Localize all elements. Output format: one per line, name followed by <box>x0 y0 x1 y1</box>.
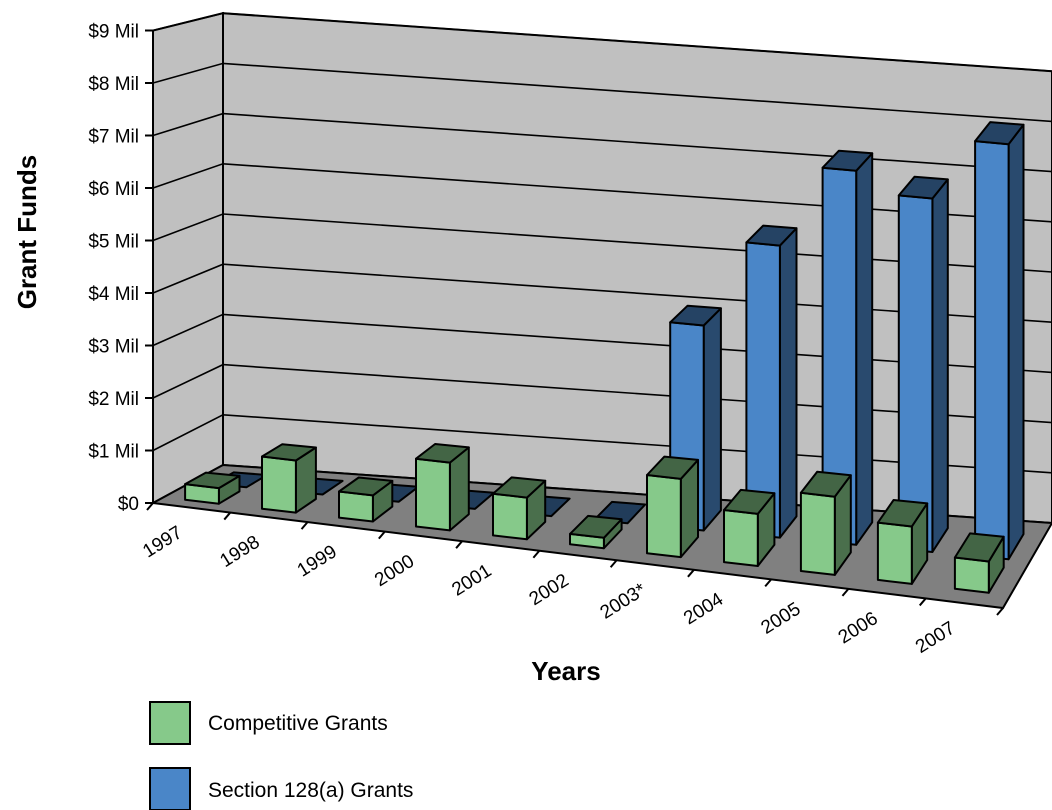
bar-front <box>799 491 836 576</box>
bar-top <box>745 224 798 247</box>
bar-top <box>953 532 1005 563</box>
bar-top <box>492 476 547 499</box>
bar-top <box>338 476 394 497</box>
bar-front <box>723 509 759 567</box>
bar-front <box>492 492 528 541</box>
bar-section-128-a-grants-2005 <box>821 149 874 546</box>
y-tick-label: $5 Mil <box>88 232 139 253</box>
x-tick-label: 2007 <box>912 618 959 658</box>
x-tick <box>300 521 309 530</box>
x-tick-label: 1997 <box>139 522 186 562</box>
x-tick-label: 2006 <box>835 608 882 648</box>
gridline <box>152 12 1052 72</box>
bar-top <box>723 488 776 515</box>
bar-front <box>338 490 374 523</box>
y-tick-label: $4 Mil <box>88 284 139 305</box>
y-tick-label: $7 Mil <box>88 127 139 148</box>
bar-competitive-grants-2002 <box>569 514 623 550</box>
legend: Competitive Grants Section 128(a) Grants <box>149 701 413 810</box>
legend-label-section-128a-grants: Section 128(a) Grants <box>208 779 413 802</box>
bar-competitive-grants-1997 <box>184 471 241 505</box>
bar-front <box>876 521 913 585</box>
bar-side <box>931 178 949 553</box>
x-tick <box>996 607 1004 616</box>
bar-competitive-grants-2005 <box>799 470 852 576</box>
y-tick-label: $9 Mil <box>88 22 139 43</box>
bar-front <box>646 474 682 559</box>
bar-top <box>669 304 722 327</box>
x-axis-title: Years <box>531 656 600 686</box>
y-tick-label: $2 Mil <box>88 389 139 410</box>
x-tick-label: 2001 <box>448 560 495 600</box>
x-tick <box>455 540 463 549</box>
bar-top <box>821 149 874 172</box>
x-tick-label: 2004 <box>680 589 727 629</box>
left-wall <box>152 11 224 505</box>
bar-top <box>646 455 699 480</box>
bar-section-128-a-grants-2007 <box>974 121 1025 561</box>
bar-top <box>897 175 949 200</box>
bar-front <box>261 455 297 514</box>
x-tick <box>609 559 618 568</box>
bar-top <box>184 471 241 490</box>
y-tick-label: $6 Mil <box>88 179 139 200</box>
x-tick <box>223 511 232 521</box>
bar-side <box>1007 123 1025 561</box>
bar-competitive-grants-1999 <box>338 476 394 523</box>
x-tick <box>918 597 927 607</box>
bars <box>184 121 1025 594</box>
bar-competitive-grants-2006 <box>876 499 929 585</box>
gridlines <box>152 12 1052 474</box>
y-axis: $0 $1 Mil $2 Mil $3 Mil $4 Mil $5 Mil $6 Mil $7… <box>88 22 154 515</box>
x-tick-label: 2003* <box>597 579 651 623</box>
x-tick <box>146 502 154 511</box>
bar-competitive-grants-2001 <box>492 476 547 541</box>
bar-section-128-a-grants-2004 <box>745 224 798 539</box>
bar-section-128-a-grants-2006 <box>897 175 949 553</box>
bar-competitive-grants-2004 <box>723 488 776 567</box>
x-tick <box>378 530 386 540</box>
gridline <box>152 162 1052 223</box>
x-tick-label: 2000 <box>371 551 418 591</box>
bar-front <box>415 457 451 532</box>
y-axis-title: Grant Funds <box>12 155 42 310</box>
bar-side <box>702 307 722 532</box>
bar-top <box>415 443 470 464</box>
x-tick-label: 2005 <box>757 599 804 639</box>
bar-side <box>855 152 874 546</box>
legend-label-competitive-grants: Competitive Grants <box>208 712 388 735</box>
y-tick-label: $0 <box>118 494 139 515</box>
x-tick <box>841 588 850 597</box>
bar-competitive-grants-2003 <box>646 455 699 559</box>
bar-top <box>876 499 929 528</box>
x-tick <box>532 550 541 559</box>
bar-top <box>261 443 317 462</box>
bar-side <box>778 227 798 539</box>
gridline <box>152 112 1052 173</box>
gridline <box>152 62 1052 123</box>
x-tick <box>687 569 695 578</box>
bar-top <box>974 121 1025 146</box>
bar-front <box>974 140 1010 561</box>
x-tick-label: 1998 <box>217 532 264 572</box>
bar-front <box>897 194 934 553</box>
y-tick-label: $1 Mil <box>88 442 139 463</box>
y-tick-label: $8 Mil <box>88 74 139 95</box>
x-tick <box>764 578 772 588</box>
bar-front <box>953 556 990 594</box>
y-tick-label: $3 Mil <box>88 337 139 358</box>
bar-top <box>799 470 852 498</box>
bar-competitive-grants-2007 <box>953 532 1005 594</box>
legend-swatch-section-128a-grants <box>149 767 191 810</box>
bar-competitive-grants-2000 <box>415 443 470 532</box>
bar-top <box>569 514 623 539</box>
x-tick-label: 1999 <box>294 541 341 581</box>
legend-swatch-competitive-grants <box>149 701 191 745</box>
x-tick-label: 2002 <box>526 570 573 610</box>
bar-competitive-grants-1998 <box>261 443 317 514</box>
